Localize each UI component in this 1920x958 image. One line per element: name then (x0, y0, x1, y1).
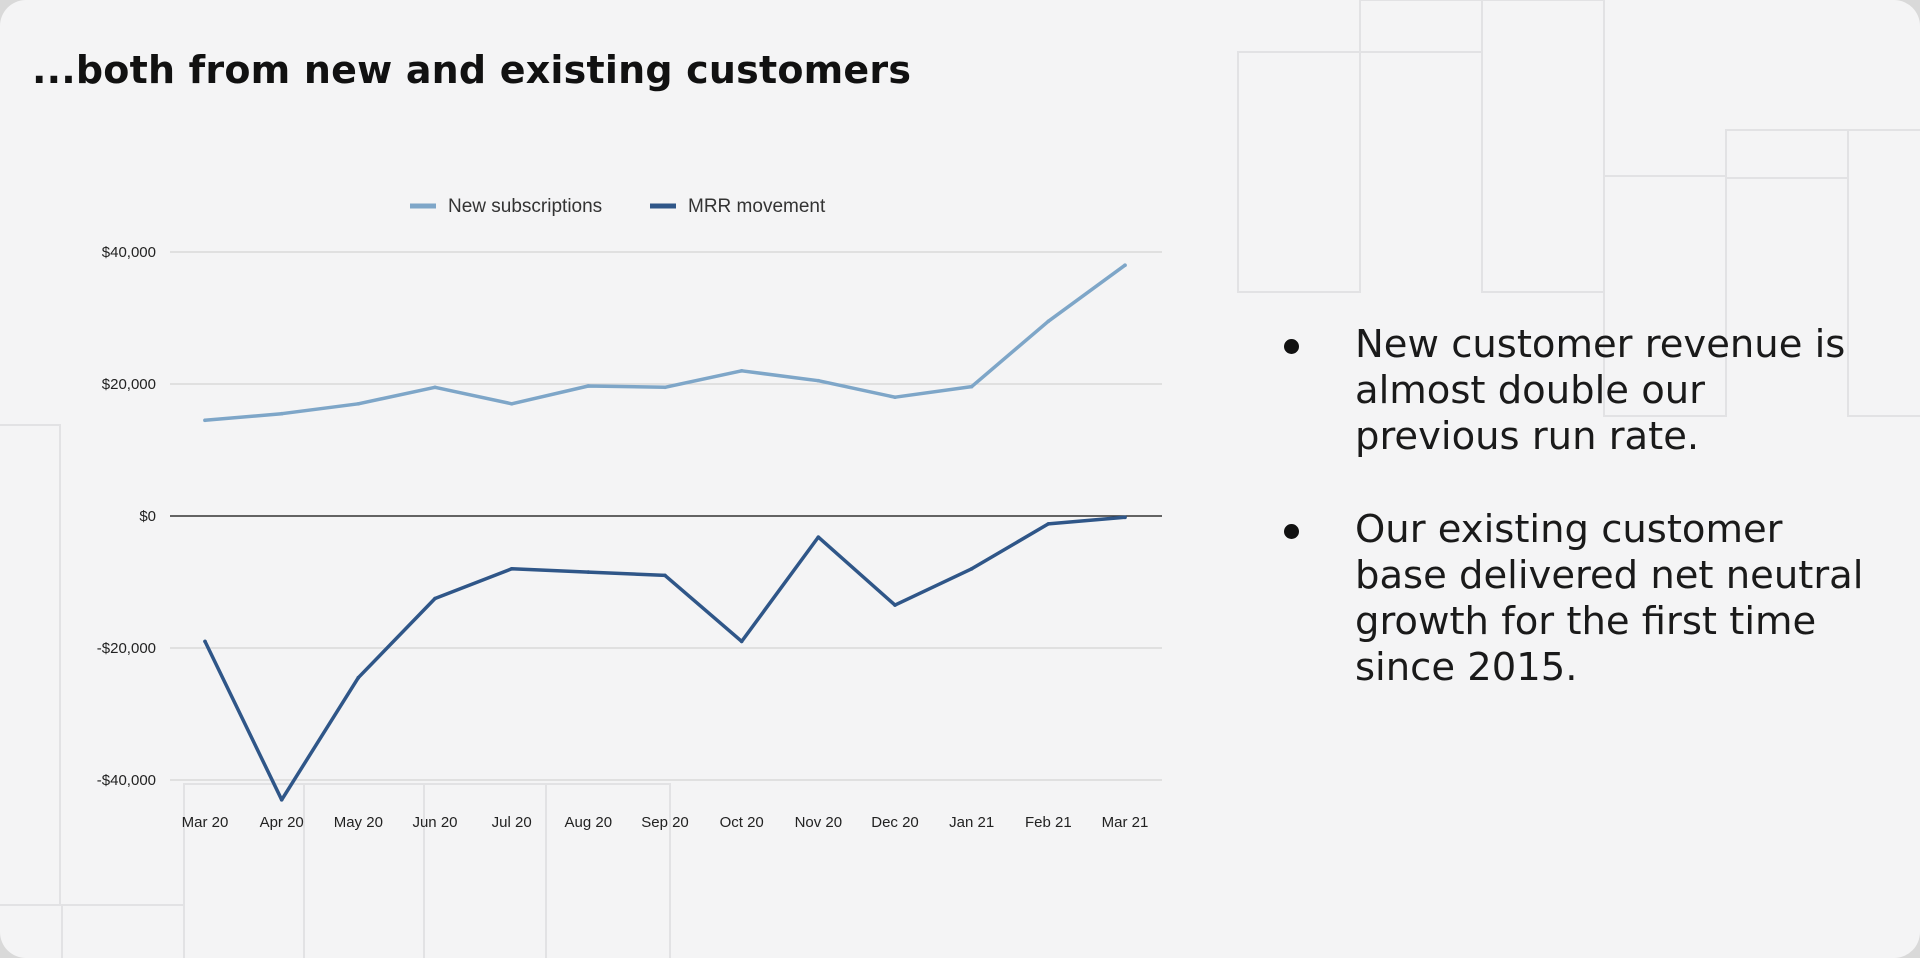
mrr-movement-point (509, 567, 514, 571)
x-tick-label: Mar 21 (1102, 814, 1149, 831)
y-tick-label: -$20,000 (97, 640, 156, 657)
bullet-text: New customer revenue is almost double ou… (1355, 322, 1846, 459)
x-tick-label: Apr 20 (260, 814, 304, 831)
x-tick-label: Sep 20 (641, 814, 689, 831)
new-subscriptions-point (203, 418, 207, 423)
y-tick-label: -$40,000 (97, 772, 156, 789)
mrr-movement-point (816, 535, 821, 539)
x-tick-label: Oct 20 (720, 814, 764, 831)
mrr-movement-line (203, 515, 1127, 802)
x-tick-label: Jul 20 (492, 814, 532, 831)
y-tick-label: $20,000 (102, 376, 156, 393)
mrr-movement-point (969, 567, 974, 571)
x-tick-label: Jan 21 (949, 814, 994, 831)
new-subscriptions-point (586, 384, 591, 388)
mrr-movement-point (279, 798, 284, 802)
bullet-dot-icon (1284, 339, 1299, 354)
bullet-dot-icon (1284, 524, 1299, 539)
x-tick-label: Feb 21 (1025, 814, 1072, 831)
mrr-movement-point (586, 570, 591, 574)
bullet-item-existing-customer-base: Our existing customer base delivered net… (1280, 507, 1880, 691)
mrr-movement-point (203, 639, 207, 644)
x-tick-label: Nov 20 (795, 814, 843, 831)
new-subscriptions-point (433, 385, 437, 390)
new-subscriptions-point (739, 369, 744, 373)
mrr-movement-point (739, 639, 744, 644)
new-subscriptions-line (203, 263, 1127, 423)
y-tick-label: $0 (139, 508, 156, 525)
new-subscriptions-point (279, 411, 284, 416)
mrr-movement-point (1046, 522, 1051, 526)
bullet-text: Our existing customer base delivered net… (1355, 507, 1864, 690)
x-tick-label: May 20 (334, 814, 383, 831)
legend-label: MRR movement (688, 196, 826, 217)
mrr-movement-point (893, 603, 897, 607)
bullet-item-new-customer-revenue: New customer revenue is almost double ou… (1280, 322, 1880, 460)
new-subscriptions-point (969, 384, 974, 389)
legend-label: New subscriptions (448, 196, 602, 217)
new-subscriptions-point (1123, 263, 1127, 268)
new-subscriptions-point (356, 402, 361, 406)
mrr-movement-point (433, 596, 437, 601)
mrr-movement-point (663, 573, 667, 578)
mrr-movement-point (1123, 515, 1127, 520)
x-tick-label: Jun 20 (412, 814, 457, 831)
new-subscriptions-point (893, 395, 897, 400)
slide-title: ...both from new and existing customers (32, 48, 912, 92)
x-tick-label: Aug 20 (565, 814, 613, 831)
x-tick-label: Dec 20 (871, 814, 919, 831)
new-subscriptions-point (1046, 319, 1051, 324)
bullet-list: New customer revenue is almost double ou… (1280, 322, 1880, 738)
new-subscriptions-point (816, 378, 821, 383)
new-subscriptions-point (509, 402, 514, 406)
y-tick-label: $40,000 (102, 244, 156, 261)
new-subscriptions-point (663, 385, 667, 390)
mrr-movement-point (356, 675, 361, 680)
x-tick-label: Mar 20 (182, 814, 229, 831)
